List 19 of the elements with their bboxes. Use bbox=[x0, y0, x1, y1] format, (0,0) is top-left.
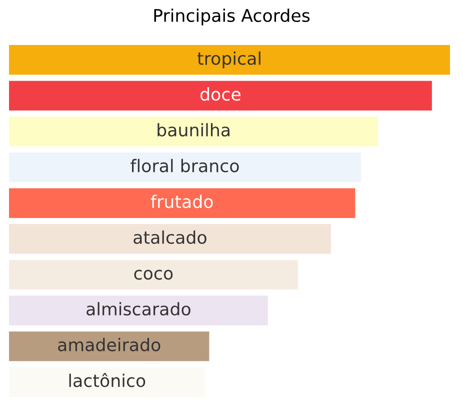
bar bbox=[9, 296, 268, 326]
y-tick-label: atalcado bbox=[134, 230, 206, 244]
bar bbox=[9, 331, 210, 362]
bar bbox=[9, 224, 331, 254]
y-tick-label: almiscarado bbox=[86, 302, 190, 316]
y-tick-label: lactônico bbox=[69, 373, 146, 388]
bar bbox=[9, 80, 432, 111]
bar bbox=[9, 260, 298, 290]
y-tick-label: doce bbox=[200, 87, 240, 101]
y-tick-label: floral branco bbox=[130, 158, 239, 172]
y-tick-label: coco bbox=[134, 270, 173, 280]
y-tick-label: amadeirado bbox=[58, 338, 160, 352]
bar bbox=[9, 116, 378, 146]
bar bbox=[9, 188, 356, 218]
chart-title: Principais Acordes bbox=[154, 8, 310, 26]
y-tick-label: baunilha bbox=[158, 123, 230, 137]
bar bbox=[9, 45, 450, 75]
y-tick-label: tropical bbox=[197, 52, 260, 68]
y-tick-label: frutado bbox=[150, 194, 213, 208]
